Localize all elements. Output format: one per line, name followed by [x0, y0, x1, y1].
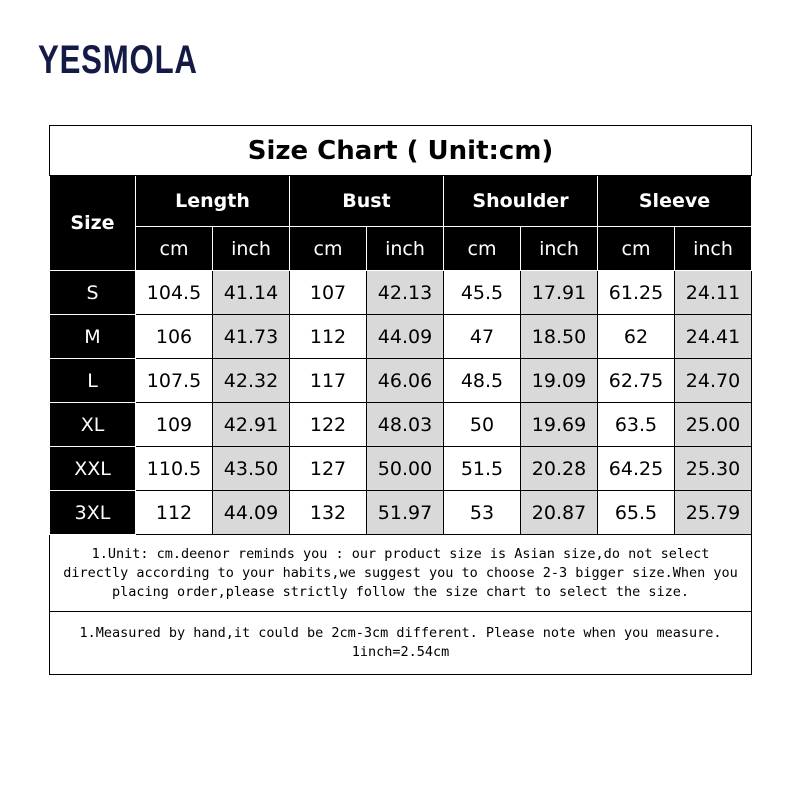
cm-cell: 47: [443, 314, 521, 359]
inch-cell: 19.09: [520, 358, 598, 403]
cm-cell: 104.5: [135, 270, 213, 315]
cm-cell: 64.25: [597, 446, 675, 491]
unit-header: cm: [597, 226, 675, 271]
cm-cell: 61.25: [597, 270, 675, 315]
table-row: XL 109 42.91 122 48.03 50 19.69 63.5 25.00: [49, 402, 753, 447]
unit-header: cm: [443, 226, 521, 271]
group-header: Sleeve: [596, 175, 753, 227]
inch-cell: 24.41: [673, 314, 753, 359]
inch-cell: 43.50: [212, 446, 290, 491]
inch-cell: 20.87: [520, 490, 598, 535]
cm-cell: 122: [289, 402, 367, 447]
inch-cell: 17.91: [520, 270, 598, 315]
inch-cell: 41.73: [212, 314, 290, 359]
table-row: M 106 41.73 112 44.09 47 18.50 62 24.41: [49, 314, 753, 359]
inch-cell: 25.79: [673, 490, 753, 535]
inch-cell: 24.70: [673, 358, 753, 403]
cm-cell: 51.5: [443, 446, 521, 491]
cm-cell: 127: [289, 446, 367, 491]
cm-cell: 45.5: [443, 270, 521, 315]
unit-header: cm: [289, 226, 367, 271]
inch-cell: 46.06: [366, 358, 444, 403]
cm-cell: 117: [289, 358, 367, 403]
inch-cell: 19.69: [520, 402, 598, 447]
unit-header: inch: [673, 226, 753, 271]
cm-cell: 65.5: [597, 490, 675, 535]
cm-cell: 50: [443, 402, 521, 447]
note-asian-size: 1.Unit: cm.deenor reminds you : our prod…: [48, 534, 753, 612]
cm-cell: 106: [135, 314, 213, 359]
cm-cell: 62.75: [597, 358, 675, 403]
size-label: L: [49, 358, 136, 403]
table-row: S 104.5 41.14 107 42.13 45.5 17.91 61.25 24.11: [49, 270, 753, 315]
unit-header: inch: [520, 226, 598, 271]
inch-cell: 44.09: [366, 314, 444, 359]
inch-cell: 41.14: [212, 270, 290, 315]
inch-cell: 42.32: [212, 358, 290, 403]
group-header: Bust: [289, 175, 444, 227]
size-header: Size: [49, 175, 136, 271]
cm-cell: 62: [597, 314, 675, 359]
group-header: Shoulder: [443, 175, 598, 227]
group-header: Length: [135, 175, 290, 227]
cm-cell: 107.5: [135, 358, 213, 403]
size-label: 3XL: [49, 490, 136, 535]
cm-cell: 109: [135, 402, 213, 447]
inch-cell: 18.50: [520, 314, 598, 359]
unit-header: cm: [135, 226, 213, 271]
cm-cell: 48.5: [443, 358, 521, 403]
cm-cell: 112: [289, 314, 367, 359]
size-label: XL: [49, 402, 136, 447]
table-row: XXL 110.5 43.50 127 50.00 51.5 20.28 64.25 25.30: [49, 446, 753, 491]
inch-cell: 50.00: [366, 446, 444, 491]
inch-cell: 51.97: [366, 490, 444, 535]
chart-title: Size Chart ( Unit:cm): [48, 125, 753, 176]
size-chart-table: Size Chart ( Unit:cm) Size Length Bust S…: [48, 125, 753, 675]
inch-cell: 44.09: [212, 490, 290, 535]
cm-cell: 107: [289, 270, 367, 315]
inch-cell: 20.28: [520, 446, 598, 491]
table-row: 3XL 112 44.09 132 51.97 53 20.87 65.5 25.79: [49, 490, 753, 535]
brand-logo: YESMOLA: [38, 38, 198, 82]
cm-cell: 112: [135, 490, 213, 535]
inch-cell: 48.03: [366, 402, 444, 447]
unit-header: inch: [366, 226, 444, 271]
inch-cell: 25.30: [673, 446, 753, 491]
inch-cell: 24.11: [673, 270, 753, 315]
inch-cell: 25.00: [673, 402, 753, 447]
inch-cell: 42.91: [212, 402, 290, 447]
inch-cell: 42.13: [366, 270, 444, 315]
cm-cell: 63.5: [597, 402, 675, 447]
table-row: L 107.5 42.32 117 46.06 48.5 19.09 62.75 24.70: [49, 358, 753, 403]
size-label: XXL: [49, 446, 136, 491]
size-label: S: [49, 270, 136, 315]
cm-cell: 110.5: [135, 446, 213, 491]
unit-header: inch: [212, 226, 290, 271]
cm-cell: 132: [289, 490, 367, 535]
note-measurement: 1.Measured by hand,it could be 2cm-3cm d…: [48, 611, 753, 675]
size-label: M: [49, 314, 136, 359]
cm-cell: 53: [443, 490, 521, 535]
